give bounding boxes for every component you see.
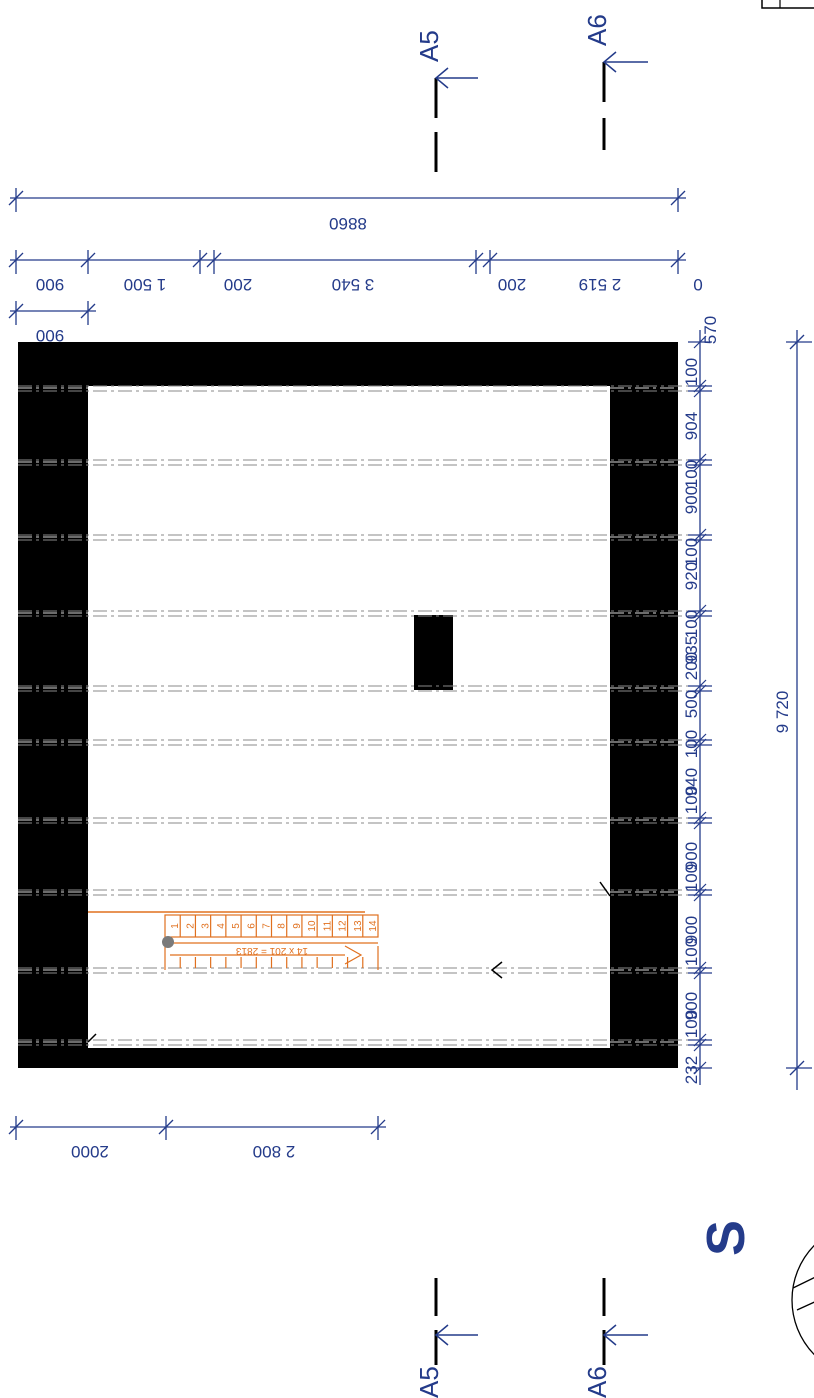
dimension-chain-overall xyxy=(8,188,686,212)
dimension-tick-slash xyxy=(693,679,707,693)
dim-900-b: 900 xyxy=(36,326,64,345)
dim-right-label: 232 xyxy=(682,1056,701,1084)
dim-right-label: 935 xyxy=(682,636,701,664)
stair-step-number: 13 xyxy=(353,920,364,932)
column xyxy=(414,615,453,690)
dimension-tick-slash xyxy=(693,738,707,752)
dim-right-label: 100 xyxy=(682,538,701,566)
section-mark-a6-bottom: A6 xyxy=(582,1278,648,1398)
dim-right-label: 100 xyxy=(682,938,701,966)
stair-formula: 14 x 201 = 2813 xyxy=(236,945,308,956)
dim-9720: 9 720 xyxy=(773,691,792,734)
dim-right-label: 900 xyxy=(682,916,701,944)
direction-arrow-1 xyxy=(490,961,503,979)
dimension-tick-slash xyxy=(693,961,707,975)
dimension-tick-slash xyxy=(693,816,707,830)
stair-step-number: 11 xyxy=(322,920,333,931)
dimension-total-right xyxy=(786,330,812,1090)
dim-right-label: 100 xyxy=(682,610,701,638)
dim-right-label: 900 xyxy=(682,992,701,1020)
compass-icon xyxy=(791,1244,814,1356)
dim-right-label: 100 xyxy=(682,730,701,758)
dimension-tick-slash xyxy=(693,733,707,747)
stair-step-number: 12 xyxy=(338,920,349,932)
title-block-corner xyxy=(761,0,814,9)
dimension-tick-slash xyxy=(693,604,707,618)
section-mark-a5-top: A5 xyxy=(414,30,478,172)
dimension-tick-slash xyxy=(693,1038,707,1052)
dim-200-a: 200 xyxy=(224,275,252,294)
dim-570: 570 xyxy=(701,316,720,344)
wall-top xyxy=(18,342,678,386)
dimension-tick-slash xyxy=(693,1033,707,1047)
dim-900-a: 900 xyxy=(36,275,64,294)
dim-right-label: 904 xyxy=(682,412,701,440)
dim-right-label: 100 xyxy=(682,864,701,892)
stair-step-number: 2 xyxy=(185,923,196,929)
stair-step-number: 8 xyxy=(277,923,288,929)
dimension-tick-slash xyxy=(693,883,707,897)
dim-0: 0 xyxy=(693,275,702,294)
dim-right-label: 500 xyxy=(682,690,701,718)
stair-step-number: 4 xyxy=(216,923,227,929)
compass-letter: S xyxy=(696,1220,756,1256)
beam-lines-on-walls xyxy=(18,387,678,1043)
stair-step-number: 5 xyxy=(231,923,242,929)
dimension-tick-slash xyxy=(693,528,707,542)
dimension-chain-detail xyxy=(8,250,686,274)
dim-right-label: 920 xyxy=(682,562,701,590)
dim-right-label: 200 xyxy=(682,652,701,680)
walls xyxy=(18,342,678,1068)
dimension-tick-slash xyxy=(693,335,707,349)
wall-bottom xyxy=(18,1048,678,1068)
dim-right-label: 100 xyxy=(682,358,701,386)
section-mark-a6-top: A6 xyxy=(582,14,648,150)
section-label-a6-top: A6 xyxy=(582,14,612,46)
dimension-tick-slash xyxy=(693,384,707,398)
dimension-tick-slash xyxy=(693,684,707,698)
stair-step-number: 1 xyxy=(170,923,181,929)
dim-right-label: 900 xyxy=(682,842,701,870)
dimension-tick-slash xyxy=(693,811,707,825)
dimension-tick-slash xyxy=(693,533,707,547)
dim-2519: 2 519 xyxy=(579,275,622,294)
dim-right-label: 100 xyxy=(682,786,701,814)
dimension-tick-slash xyxy=(693,609,707,623)
wall-right xyxy=(610,342,678,1068)
dim-overall: 8860 xyxy=(329,214,367,233)
beam-lines xyxy=(18,385,700,1046)
section-label-a5-bottom: A5 xyxy=(414,1366,444,1398)
stair-step-number: 10 xyxy=(307,920,318,932)
staircase xyxy=(164,914,379,970)
stair-step-number: 7 xyxy=(262,923,273,929)
dim-1500: 1 500 xyxy=(124,275,167,294)
dimension-tick-slash xyxy=(693,966,707,980)
dim-2000: 2000 xyxy=(71,1142,109,1161)
dimension-chain-left-900 xyxy=(8,301,96,325)
section-mark-a5-bottom: A5 xyxy=(414,1278,478,1398)
dimension-tick-slash xyxy=(693,1061,707,1075)
section-label-a6-bottom: A6 xyxy=(582,1366,612,1398)
stair-step-number: 3 xyxy=(201,923,212,929)
dimension-tick-slash xyxy=(693,888,707,902)
dim-3540: 3 540 xyxy=(332,275,375,294)
dimension-tick-slash xyxy=(693,453,707,467)
stair-step-number: 14 xyxy=(368,920,379,932)
stair-step-number: 6 xyxy=(246,923,257,929)
dim-200-b: 200 xyxy=(498,275,526,294)
dim-right-label: 100 xyxy=(682,1010,701,1038)
dim-right-label: 940 xyxy=(682,768,701,796)
dim-right-label: 900 xyxy=(682,486,701,514)
dimension-tick-slash xyxy=(693,379,707,393)
wall-left xyxy=(18,342,88,1068)
dimension-chain-bottom xyxy=(8,1116,386,1140)
section-label-a5-top: A5 xyxy=(414,30,444,62)
dim-right-label: 100 xyxy=(682,460,701,488)
stair-step-number: 9 xyxy=(292,923,303,929)
dimension-tick-slash xyxy=(693,458,707,472)
stair-start-dot xyxy=(162,936,174,948)
dim-2800: 2 800 xyxy=(253,1142,296,1161)
